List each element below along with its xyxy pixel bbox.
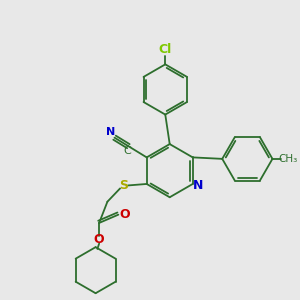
Text: N: N — [106, 128, 116, 137]
Text: C: C — [123, 146, 131, 157]
Text: S: S — [119, 179, 128, 192]
Text: O: O — [119, 208, 130, 221]
Text: CH₃: CH₃ — [278, 154, 297, 164]
Text: O: O — [94, 233, 104, 246]
Text: N: N — [193, 179, 203, 192]
Text: Cl: Cl — [159, 43, 172, 56]
